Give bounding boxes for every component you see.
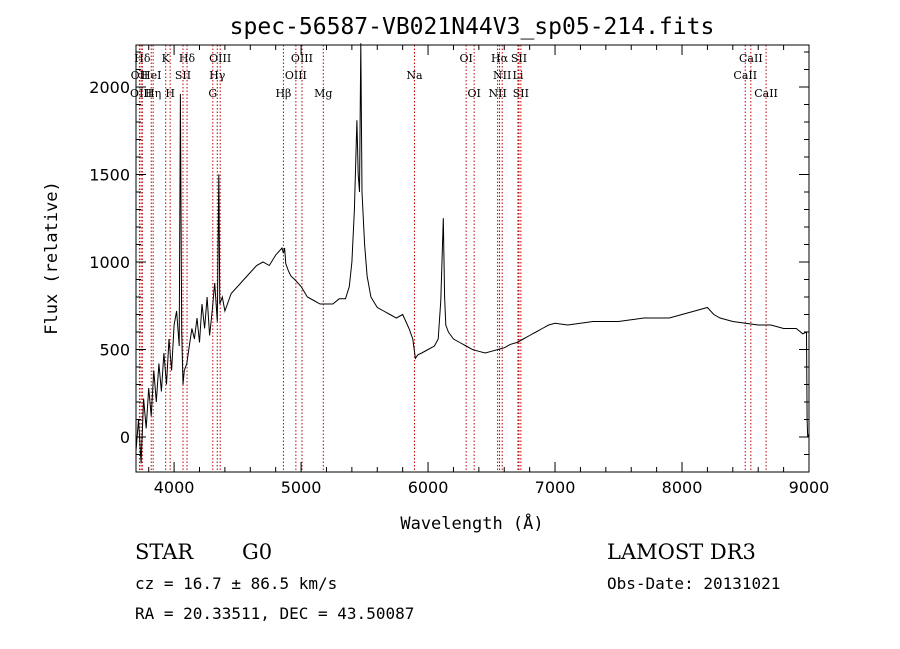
coordinates: RA = 20.33511, DEC = 43.50087 (135, 604, 415, 623)
line-marker-label: NII (493, 69, 511, 82)
object-class: STAR (135, 540, 194, 564)
line-marker-group (138, 45, 767, 472)
x-tick-label: 5000 (281, 478, 322, 497)
plot-frame (135, 44, 810, 473)
y-tick-label: 1500 (89, 166, 130, 185)
line-marker-label: HeI (141, 69, 161, 82)
x-tick-label: 8000 (662, 478, 703, 497)
line-marker-label: Hα (491, 52, 509, 65)
line-marker-label: Hγ (209, 69, 226, 82)
line-marker-label: OI (459, 52, 472, 65)
line-marker-label: Li (513, 69, 524, 82)
line-marker-label: Na (406, 69, 423, 82)
line-marker-label: OIII (285, 69, 307, 82)
survey-name: LAMOST DR3 (607, 540, 756, 564)
observation-date: Obs-Date: 20131021 (607, 574, 781, 593)
line-marker-label: CaII (733, 69, 757, 82)
x-tick-label: 4000 (154, 478, 195, 497)
y-tick-label: 1000 (89, 253, 130, 272)
line-marker-label: OI (467, 87, 480, 100)
line-marker-label: CaII (739, 52, 763, 65)
y-tick-label: 0 (120, 428, 130, 447)
line-marker-label: Mg (314, 87, 332, 100)
line-marker-label: Hδ (179, 52, 196, 65)
line-marker-label: NII (488, 87, 506, 100)
line-marker-label: OII (131, 69, 149, 82)
chart-title: spec-56587-VB021N44V3_sp05-214.fits (230, 14, 715, 40)
line-marker-label: G (208, 87, 217, 100)
x-tick-label: 6000 (408, 478, 449, 497)
line-marker-label: Hβ (275, 87, 291, 100)
redshift-cz: cz = 16.7 ± 86.5 km/s (135, 574, 338, 593)
x-tick-label: 9000 (789, 478, 830, 497)
line-marker-label: SII (175, 69, 191, 82)
line-marker-label: CaII (754, 87, 778, 100)
subclass: G0 (242, 540, 273, 564)
line-marker-label: OIII (291, 52, 313, 65)
y-axis-label: Flux (relative) (42, 181, 62, 335)
line-marker-label: H (165, 87, 175, 100)
axis-ticks: 4000 5000 6000 7000 8000 9000 0 500 1000 1500 2000 (89, 45, 829, 497)
line-marker-label: Hδ (134, 52, 151, 65)
x-axis-label: Wavelength (Å) (400, 512, 543, 534)
line-marker-label: Hη (145, 87, 161, 100)
line-marker-label: SII (513, 87, 529, 100)
line-marker-label: OIII (209, 52, 231, 65)
line-marker-label: K (162, 52, 171, 65)
spectrum-line (135, 43, 810, 464)
y-tick-label: 500 (99, 341, 130, 360)
line-marker-label: SII (511, 52, 527, 65)
y-tick-label: 2000 (89, 78, 130, 97)
x-tick-label: 7000 (535, 478, 576, 497)
